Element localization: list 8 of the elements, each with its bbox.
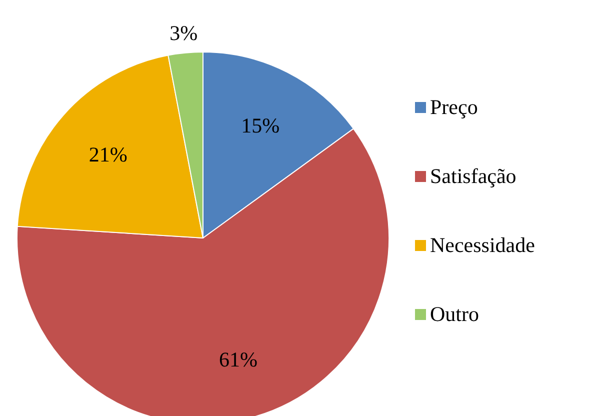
data-label: 21% [88,142,128,166]
data-label: 15% [241,113,280,138]
data-label: 3% [170,20,198,45]
legend-label: Necessidade [430,233,535,258]
legend-label: Preço [430,95,478,120]
data-label: 61% [219,347,258,372]
legend-label: Satisfação [430,164,516,189]
legend-label: Outro [430,302,479,327]
